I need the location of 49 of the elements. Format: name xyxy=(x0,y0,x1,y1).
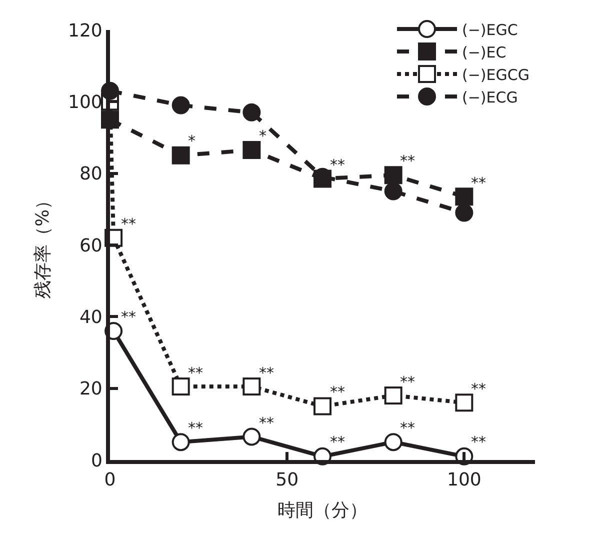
annotation: ** xyxy=(188,364,204,382)
legend-label: (−)ECG xyxy=(462,88,518,106)
legend-label: (−)EC xyxy=(462,43,506,62)
point xyxy=(455,188,474,206)
point xyxy=(242,141,261,160)
y-tick-label: 0 xyxy=(90,450,102,472)
point xyxy=(172,433,190,452)
point xyxy=(242,378,261,396)
x-tick-label: 50 xyxy=(276,470,299,491)
point xyxy=(384,166,402,184)
point xyxy=(384,182,402,200)
point xyxy=(172,96,190,114)
annotation: ** xyxy=(121,308,136,326)
x-tick-label: 0 xyxy=(104,470,116,491)
annotation: ** xyxy=(400,419,416,437)
annotation: ** xyxy=(259,414,274,432)
annotation: ** xyxy=(121,215,136,233)
point xyxy=(242,103,261,122)
point xyxy=(314,397,332,416)
y-tick-label: 120 xyxy=(68,20,102,42)
annotation: ** xyxy=(330,383,346,401)
y-axis-title: 残存率（%） xyxy=(32,191,54,299)
legend-label: (−)EGCG xyxy=(462,66,530,84)
point xyxy=(242,428,261,446)
point xyxy=(384,433,402,452)
point xyxy=(172,378,190,396)
point xyxy=(455,204,474,222)
x-axis-title: 時間（分） xyxy=(278,500,368,522)
annotation: * xyxy=(188,132,196,150)
point xyxy=(455,394,474,412)
legend-label: (−)EGC xyxy=(462,20,518,39)
annotation: ** xyxy=(400,152,416,170)
y-tick-label: 60 xyxy=(79,235,102,256)
point xyxy=(172,146,190,164)
annotation: ** xyxy=(188,419,204,437)
y-tick-label: 80 xyxy=(79,164,102,185)
x-tick-label: 100 xyxy=(446,470,482,491)
annotation: ** xyxy=(330,433,346,451)
annotation: ** xyxy=(330,156,346,174)
y-tick-label: 20 xyxy=(79,378,102,400)
annotation: ** xyxy=(259,364,274,382)
y-tick-label: 100 xyxy=(68,92,102,113)
annotation: ** xyxy=(400,373,416,391)
annotation: ** xyxy=(471,433,486,451)
annotation: ** xyxy=(471,174,486,192)
y-tick-label: 40 xyxy=(79,306,102,328)
annotation: * xyxy=(259,127,267,145)
point xyxy=(384,386,402,404)
annotation: ** xyxy=(471,380,486,398)
